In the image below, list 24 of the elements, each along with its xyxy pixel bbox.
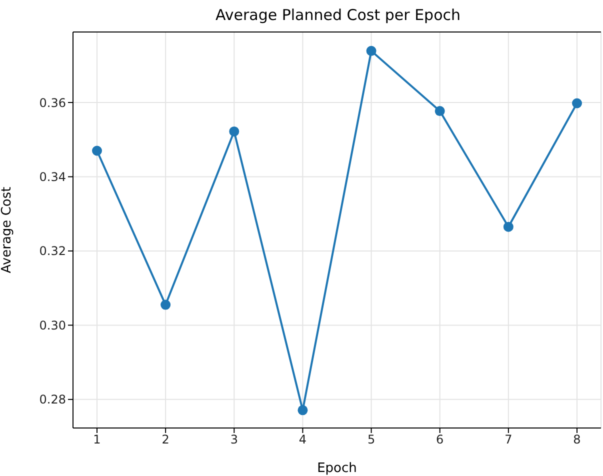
point (366, 46, 376, 56)
y-tick-label: 0.28 (39, 392, 66, 407)
y-tick-label: 0.36 (39, 96, 66, 110)
x-tick-label: 2 (162, 432, 170, 447)
x-axis-title: Epoch (317, 461, 357, 476)
x-tick-label: 1 (93, 432, 101, 447)
x-tick-label: 4 (298, 432, 307, 447)
x-tick-label: 7 (504, 432, 512, 447)
point (298, 405, 308, 416)
point (229, 126, 240, 136)
x-tick-label: 8 (573, 432, 581, 447)
chart-title: Average Planned Cost per Epoch (214, 6, 462, 24)
point (92, 146, 102, 156)
point (434, 106, 445, 116)
y-tick-label: 0.34 (39, 170, 66, 184)
y-axis-title: Average Cost (0, 186, 15, 274)
x-tick-label: 5 (367, 432, 376, 447)
x-tick-label: 6 (436, 432, 444, 447)
x-tick-label: 3 (230, 432, 238, 447)
y-tick-label: 0.30 (39, 318, 66, 332)
point (503, 222, 514, 232)
point (160, 300, 171, 310)
y-tick-label: 0.32 (39, 244, 66, 258)
point (572, 98, 582, 108)
